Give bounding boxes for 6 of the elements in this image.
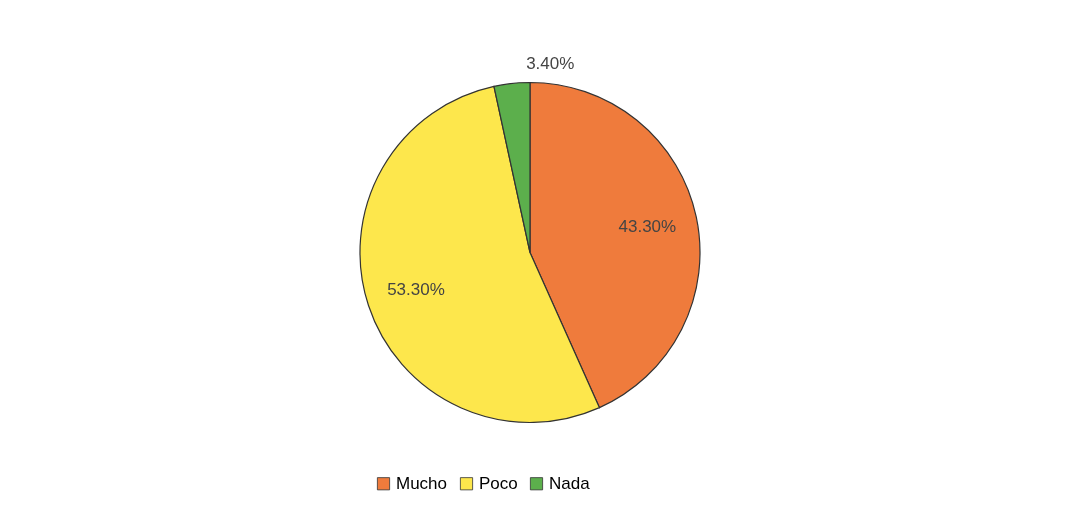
- data-label: 53.30%: [387, 279, 445, 299]
- data-label: 3.40%: [526, 53, 575, 73]
- legend-label: Mucho: [396, 473, 448, 493]
- legend-label: Nada: [549, 473, 591, 493]
- data-label: 43.30%: [618, 217, 677, 237]
- legend-label: Poco: [479, 473, 518, 493]
